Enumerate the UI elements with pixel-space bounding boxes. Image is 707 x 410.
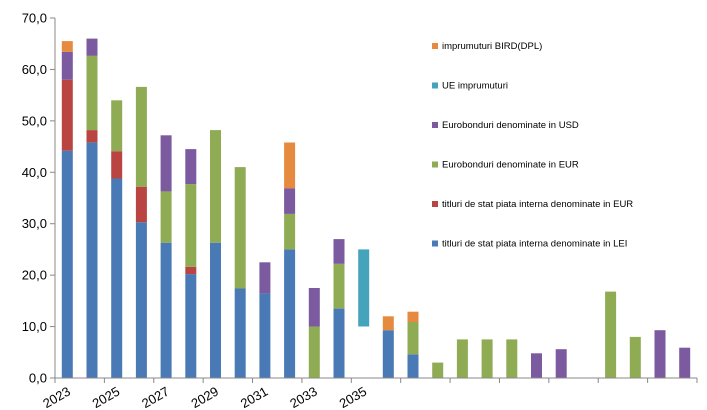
y-tick-label: 60,0 (22, 62, 47, 77)
y-tick-label: 40,0 (22, 165, 47, 180)
legend: imprumuturi BIRD(DPL) UE imprumuturi Eurob… (432, 41, 633, 250)
x-tick-label: 2029 (188, 384, 221, 410)
x-tick-label: 2025 (90, 384, 123, 410)
bar-2028-series-3 (185, 149, 197, 185)
legend-swatch (432, 201, 438, 207)
bar-2034-series-3 (333, 239, 345, 264)
legend-label: titluri de stat piata interna denominate… (442, 199, 633, 210)
bar-2027-series-3 (160, 135, 172, 192)
legend-label: imprumuturi BIRD(DPL) (442, 41, 542, 52)
bar-2030-series-2 (234, 167, 246, 289)
bar-2026-series-0 (135, 222, 147, 378)
x-tick-label: 2031 (238, 384, 271, 410)
bar-2027-series-2 (160, 191, 172, 243)
bar-2023-series-3 (61, 51, 73, 80)
bar-2052-series-3 (654, 330, 666, 378)
axes-layer: 0,0 10,0 20,0 30,0 40,0 50,0 60,0 70,0 2023 2025 2… (22, 11, 698, 410)
bar-2028-series-2 (185, 184, 197, 267)
bar-2032-series-2 (284, 213, 296, 250)
bar-2046-series-3 (555, 349, 567, 378)
legend-swatch (432, 161, 438, 168)
bar-2031-series-0 (259, 293, 271, 378)
bar-2027-series-0 (160, 242, 172, 378)
legend-label: Eurobonduri denominate in USD (442, 120, 579, 131)
bar-2026-series-2 (135, 86, 147, 187)
bar-2023-series-5 (61, 41, 73, 52)
y-tick-label: 20,0 (22, 268, 47, 283)
bar-2032-series-5 (284, 142, 296, 189)
bar-2028-series-0 (185, 274, 197, 378)
bar-2031-series-3 (259, 262, 271, 294)
bar-2025-series-2 (111, 100, 123, 152)
bar-2032-series-3 (284, 188, 296, 214)
bar-2041-series-2 (506, 339, 518, 378)
bar-2037-series-2 (407, 321, 419, 355)
bar-2025-series-1 (111, 151, 123, 179)
bar-2032-series-0 (284, 249, 296, 378)
x-tick-label: 2035 (337, 384, 370, 410)
x-tick-label: 2033 (287, 384, 320, 410)
bar-2037-series-5 (407, 311, 419, 322)
legend-label: UE imprumuturi (442, 81, 508, 92)
bar-2029-series-2 (210, 130, 221, 243)
bar-2034-series-2 (333, 263, 345, 309)
bar-2023-series-1 (61, 79, 73, 151)
y-tick-label: 70,0 (22, 11, 47, 26)
legend-label: Eurobonduri denominate in EUR (442, 160, 579, 171)
bar-2037-series-0 (407, 354, 419, 378)
legend-label: titluri de stat piata interna denominate… (442, 239, 627, 250)
bar-2025-series-0 (111, 178, 123, 378)
x-tick-label: 2027 (139, 384, 172, 410)
bar-2039-series-2 (456, 339, 468, 378)
bar-2024-series-3 (86, 38, 98, 56)
bar-2035-series-4 (358, 249, 370, 327)
bar-2033-series-2 (308, 326, 320, 378)
bar-2050-series-2 (629, 336, 641, 378)
bar-2036-series-0 (382, 330, 394, 378)
bar-2026-series-1 (135, 186, 147, 223)
bar-2053-series-3 (679, 347, 691, 378)
legend-swatch (432, 82, 438, 89)
y-tick-label: 0,0 (29, 371, 47, 386)
y-tick-label: 10,0 (22, 319, 47, 334)
x-tick-label: 2023 (40, 384, 73, 410)
bar-2049-series-2 (605, 291, 617, 378)
bar-2024-series-1 (86, 130, 98, 143)
bar-2029-series-0 (210, 242, 221, 378)
bar-2040-series-2 (481, 339, 493, 378)
bar-2036-series-5 (382, 316, 394, 331)
y-tick-label: 30,0 (22, 216, 47, 231)
bar-2033-series-3 (308, 288, 320, 327)
y-tick-label: 50,0 (22, 113, 47, 128)
bar-2024-series-0 (86, 142, 98, 378)
bar-2042-series-3 (531, 353, 542, 378)
legend-swatch (432, 122, 438, 128)
bar-2030-series-0 (234, 288, 246, 378)
legend-swatch (432, 43, 438, 49)
bar-2023-series-0 (61, 150, 73, 378)
legend-swatch (432, 240, 438, 247)
bar-2028-series-1 (185, 266, 197, 275)
bar-2024-series-2 (86, 55, 98, 131)
bar-2038-series-2 (432, 362, 444, 378)
bar-2034-series-0 (333, 308, 345, 378)
bars-layer (61, 38, 691, 378)
